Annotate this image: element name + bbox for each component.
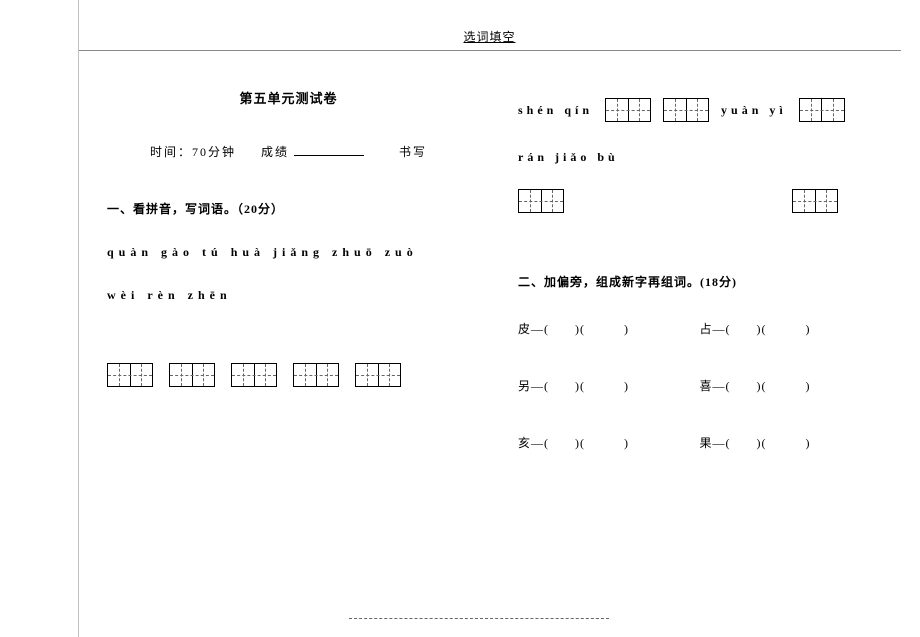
divider-top [79,50,901,51]
q2-item[interactable]: 占—( )( ) [700,320,882,337]
tianzige-box[interactable] [107,363,153,387]
q1-boxes-row2 [518,189,838,213]
score-blank[interactable] [294,155,364,156]
q1-pinyin-line2: wèi rèn zhēn [107,288,470,303]
tianzige-box[interactable] [663,98,709,122]
score-label: 成绩 [261,145,289,159]
q2-heading: 二、加偏旁，组成新字再组词。(18分) [518,273,881,290]
q2-item[interactable]: 果—( )( ) [700,434,882,451]
footer-dashed-line [349,618,609,619]
q1-pinyin-line3a: shén qín [518,103,593,118]
q1-heading: 一、看拼音，写词语。（20分） [107,200,470,217]
meta-line: 时间：70分钟 成绩 书写 [107,143,470,160]
q1-boxes-row1 [107,363,470,387]
tianzige-box[interactable] [169,363,215,387]
q1-pinyin-line4: rán jiǎo bù [518,150,881,165]
q2-item[interactable]: 亥—( )( ) [518,434,700,451]
q2-row: 另—( )( ) 喜—( )( ) [518,377,881,394]
tianzige-box[interactable] [518,189,564,213]
page: 选词填空 第五单元测试卷 时间：70分钟 成绩 书写 一、看拼音，写词语。（20… [78,0,900,637]
page-header: 选词填空 [79,28,900,45]
q2-row: 皮—( )( ) 占—( )( ) [518,320,881,337]
q1-pinyin-line1: quàn gào tú huà jiǎng zhuō zuò [107,245,470,260]
q2-item[interactable]: 喜—( )( ) [700,377,882,394]
column-left: 第五单元测试卷 时间：70分钟 成绩 书写 一、看拼音，写词语。（20分） qu… [79,70,490,590]
tianzige-box[interactable] [799,98,845,122]
q2-item[interactable]: 皮—( )( ) [518,320,700,337]
test-title: 第五单元测试卷 [107,88,470,107]
tianzige-box[interactable] [293,363,339,387]
write-label: 书写 [399,145,427,159]
q2-item[interactable]: 另—( )( ) [518,377,700,394]
tianzige-box[interactable] [605,98,651,122]
column-right: shén qín yuàn yì rán jiǎo bù 二、加偏旁，组成新字再… [490,70,901,590]
tianzige-box[interactable] [231,363,277,387]
q1-row2-top: shén qín yuàn yì [518,98,881,122]
content-columns: 第五单元测试卷 时间：70分钟 成绩 书写 一、看拼音，写词语。（20分） qu… [79,70,901,590]
q2-row: 亥—( )( ) 果—( )( ) [518,434,881,451]
tianzige-box[interactable] [792,189,838,213]
q1-pinyin-line3b: yuàn yì [721,103,787,118]
tianzige-box[interactable] [355,363,401,387]
time-label: 时间：70分钟 [150,145,236,159]
q2-rows: 皮—( )( ) 占—( )( ) 另—( )( ) 喜—( )( ) 亥—( … [518,320,881,451]
